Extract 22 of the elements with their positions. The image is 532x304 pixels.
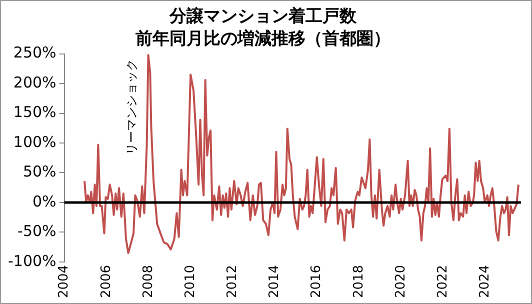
x-tick-label: 2014 [267, 264, 282, 298]
y-tick-label: 200% [13, 73, 56, 92]
x-tick-label: 2012 [225, 264, 240, 298]
x-tick-label: 2018 [351, 264, 366, 298]
x-tick-label: 2006 [98, 264, 114, 298]
y-tick-label: 0% [32, 192, 56, 210]
y-tick-label: 50% [22, 162, 56, 181]
y-tick-label: 250% [13, 44, 56, 62]
x-tick-label: 2022 [436, 264, 451, 298]
chart-subtitle: 前年同月比の増減推移（首都圏） [134, 28, 390, 50]
y-tick-label: -50% [18, 222, 56, 240]
y-tick-label: 150% [13, 103, 56, 122]
x-tick-label: 2020 [393, 264, 408, 298]
x-tick-label: 2024 [478, 264, 493, 298]
y-tick-label: 100% [13, 132, 56, 151]
annotation: リーマンショック [124, 58, 138, 155]
x-tick-label: 2016 [309, 264, 324, 298]
y-tick-label: -100% [8, 252, 56, 270]
x-tick-label: 2004 [56, 264, 72, 298]
chart-title: 分譲マンション着工戸数 [168, 6, 358, 27]
x-tick-label: 2008 [140, 264, 156, 298]
x-tick-label: 2010 [182, 264, 198, 298]
